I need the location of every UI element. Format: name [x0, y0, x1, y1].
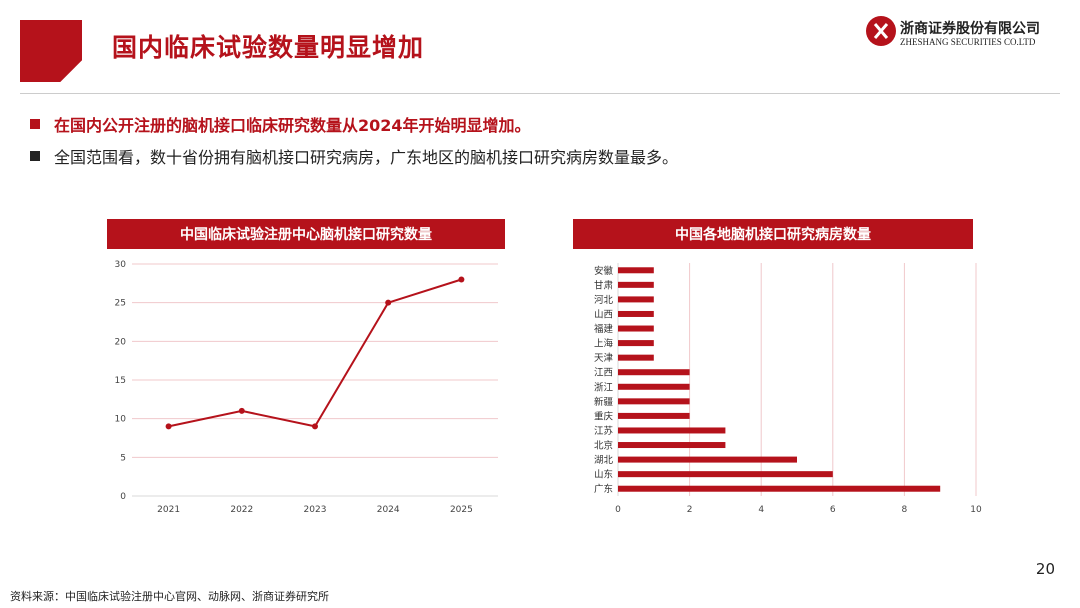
category-label: 重庆	[594, 410, 614, 422]
bar	[618, 456, 797, 463]
category-label: 山西	[594, 309, 613, 320]
category-label: 天津	[594, 353, 614, 364]
x-tick-label: 4	[758, 505, 764, 515]
x-tick-label: 2	[687, 505, 693, 515]
series-line	[168, 278, 462, 428]
bar	[618, 398, 690, 405]
x-tick-label: 6	[830, 505, 836, 515]
bar	[618, 412, 690, 419]
category-label: 福建	[594, 323, 614, 335]
y-tick-label: 30	[115, 260, 127, 270]
y-tick-label: 5	[120, 453, 126, 463]
bar	[618, 427, 726, 434]
category-label: 湖北	[594, 455, 614, 466]
bullet-text: 全国范围看，数十省份拥有脑机接口研究病房，广东地区的脑机接口研究病房数量最多。	[54, 148, 679, 167]
y-tick-label: 15	[115, 376, 126, 386]
logo-cn-text: 浙商证券股份有限公司	[900, 21, 1040, 37]
data-point	[238, 407, 245, 414]
logo-en-text: ZHESHANG SECURITIES CO.LTD	[900, 37, 1036, 47]
bar	[618, 471, 833, 478]
y-tick-label: 25	[115, 299, 126, 309]
bar	[618, 267, 654, 274]
company-logo: 浙商证券股份有限公司 ZHESHANG SECURITIES CO.LTD	[866, 16, 1056, 52]
bar	[618, 296, 654, 303]
page-number: 20	[1035, 560, 1055, 578]
x-tick-label: 2022	[230, 505, 253, 515]
category-label: 江西	[594, 368, 613, 379]
category-label: 上海	[594, 338, 614, 350]
bar-chart-title: 中国各地脑机接口研究病房数量	[573, 219, 973, 249]
data-point	[385, 299, 392, 306]
bullet-square-icon	[30, 119, 40, 129]
x-tick-label: 2024	[377, 505, 400, 515]
header-divider	[20, 93, 1060, 94]
bar	[618, 281, 654, 288]
bar	[618, 325, 654, 332]
x-tick-label: 2021	[157, 505, 180, 515]
bullet-list: 在国内公开注册的脑机接口临床研究数量从2024年开始明显增加。 全国范围看，数十…	[30, 108, 678, 172]
source-note: 资料来源：中国临床试验注册中心官网、动脉网、浙商证券研究所	[10, 590, 329, 603]
bullet-text: 在国内公开注册的脑机接口临床研究数量从2024年开始明显增加。	[54, 116, 531, 135]
category-label: 新疆	[594, 396, 614, 408]
bar	[618, 340, 654, 347]
category-label: 江苏	[594, 425, 614, 437]
logo-icon	[866, 16, 896, 46]
bar	[618, 383, 690, 390]
category-label: 北京	[594, 440, 613, 452]
bar	[618, 369, 690, 376]
bullet-item: 全国范围看，数十省份拥有脑机接口研究病房，广东地区的脑机接口研究病房数量最多。	[30, 140, 678, 172]
x-tick-label: 0	[615, 505, 621, 515]
x-tick-label: 10	[970, 505, 982, 515]
category-label: 河北	[594, 294, 614, 306]
bullet-square-icon	[30, 151, 40, 161]
category-label: 广东	[594, 483, 613, 495]
x-tick-label: 2025	[450, 505, 473, 515]
data-point	[165, 423, 172, 430]
line-chart-title: 中国临床试验注册中心脑机接口研究数量	[107, 219, 505, 249]
x-tick-label: 8	[902, 505, 908, 515]
y-tick-label: 0	[120, 492, 126, 502]
category-label: 安徽	[594, 265, 614, 277]
data-point	[458, 276, 465, 283]
data-point	[312, 423, 318, 430]
category-label: 山东	[594, 469, 613, 481]
bullet-item: 在国内公开注册的脑机接口临床研究数量从2024年开始明显增加。	[30, 108, 678, 140]
x-tick-label: 2023	[304, 505, 327, 515]
bar	[618, 354, 654, 361]
y-tick-label: 20	[115, 337, 127, 347]
page-title: 国内临床试验数量明显增加	[112, 33, 425, 62]
bar	[618, 310, 654, 317]
category-label: 浙江	[594, 381, 614, 393]
y-tick-label: 10	[115, 415, 127, 425]
bar	[618, 442, 726, 449]
bar	[618, 485, 941, 492]
category-label: 甘肃	[594, 279, 613, 291]
